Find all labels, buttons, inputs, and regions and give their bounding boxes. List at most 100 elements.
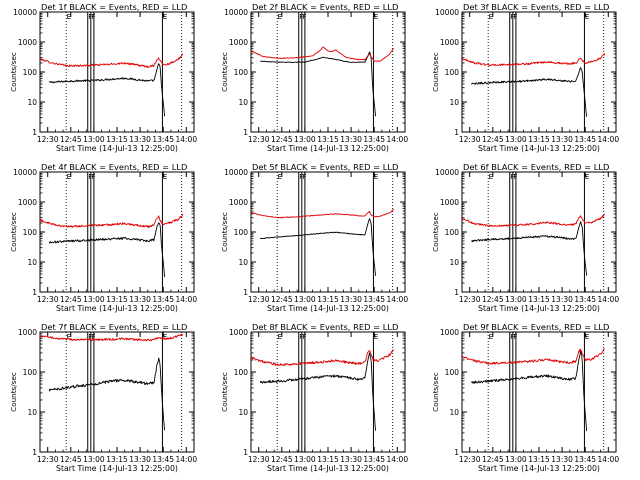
plot-title: Det 1f BLACK = Events, RED = LLD: [41, 2, 187, 12]
x-tick-label: 13:30: [551, 295, 573, 304]
y-tick-label: 10: [238, 98, 248, 107]
series-line-events: [471, 350, 588, 432]
x-axis-label: Start Time (14-Jul-13 12:25:00): [267, 304, 389, 313]
x-tick-label: 12:30: [37, 295, 59, 304]
x-tick-label: 13:30: [129, 455, 151, 464]
x-tick-label: 13:15: [317, 295, 339, 304]
y-tick-label: 1: [243, 288, 248, 297]
interval-flag-label: E: [374, 173, 378, 181]
interval-flag-label: F: [88, 333, 92, 341]
x-tick-label: 13:45: [574, 135, 596, 144]
interval-flag-label: F: [88, 13, 92, 21]
x-tick-label: 12:45: [60, 455, 82, 464]
x-tick-label: 12:45: [271, 455, 293, 464]
y-tick-label: 100: [23, 228, 38, 237]
y-tick-label: 10000: [435, 168, 459, 177]
interval-flag-label: F: [510, 333, 514, 341]
x-tick-label: 14:00: [175, 295, 197, 304]
y-tick-label: 1000: [18, 38, 37, 47]
interval-flag-label: E: [489, 13, 493, 21]
interval-flag-label: E: [489, 173, 493, 181]
interval-flag-label: E: [585, 173, 589, 181]
x-tick-label: 12:30: [37, 135, 59, 144]
plot-frame: [461, 171, 617, 293]
y-tick-label: 10: [449, 408, 459, 417]
y-tick-label: 1000: [229, 38, 248, 47]
x-axis-label: Start Time (14-Jul-13 12:25:00): [56, 304, 178, 313]
series-line-events: [471, 221, 588, 276]
y-tick-label: 10000: [435, 8, 459, 17]
x-tick-label: 12:45: [482, 135, 504, 144]
interval-flag-label: F: [299, 13, 303, 21]
x-axis-label: Start Time (14-Jul-13 12:25:00): [478, 144, 600, 153]
x-tick-label: 12:45: [482, 455, 504, 464]
x-tick-label: 13:45: [574, 455, 596, 464]
x-tick-label: 14:00: [597, 455, 619, 464]
x-tick-label: 13:30: [340, 455, 362, 464]
plot-title: Det 7f BLACK = Events, RED = LLD: [41, 322, 187, 332]
x-tick-label: 13:45: [152, 455, 174, 464]
y-axis-label: Counts/sec: [431, 372, 440, 412]
y-tick-label: 1: [454, 288, 459, 297]
plot-title: Det 6f BLACK = Events, RED = LLD: [463, 162, 609, 172]
detector-plot-3: Det 3f BLACK = Events, RED = LLD 1 10 100 10…: [431, 2, 619, 153]
x-tick-label: 13:15: [528, 135, 550, 144]
x-tick-label: 13:15: [106, 455, 128, 464]
y-axis-label: Counts/sec: [220, 372, 229, 412]
y-tick-label: 100: [445, 228, 460, 237]
x-tick-label: 12:30: [248, 455, 270, 464]
y-tick-label: 1000: [440, 198, 459, 207]
x-tick-label: 12:45: [60, 295, 82, 304]
x-tick-label: 14:00: [597, 135, 619, 144]
x-tick-label: 13:45: [363, 455, 385, 464]
interval-flag-label: F: [510, 173, 514, 181]
interval-flag-label: E: [489, 333, 493, 341]
y-axis-label: Counts/sec: [9, 212, 18, 252]
interval-flag-label: E: [278, 333, 282, 341]
x-axis-label: Start Time (14-Jul-13 12:25:00): [478, 464, 600, 473]
series-line-lld: [461, 348, 605, 365]
plot-title: Det 3f BLACK = Events, RED = LLD: [463, 2, 609, 12]
interval-flag-label: E: [163, 333, 167, 341]
y-tick-label: 1: [243, 448, 248, 457]
x-tick-label: 13:15: [528, 455, 550, 464]
x-tick-label: 13:45: [152, 135, 174, 144]
y-tick-label: 10: [449, 258, 459, 267]
plot-title: Det 9f BLACK = Events, RED = LLD: [463, 322, 609, 332]
x-tick-label: 12:45: [60, 135, 82, 144]
detector-plot-5: Det 5f BLACK = Events, RED = LLD 1 10 100 10…: [220, 162, 408, 313]
series-line-lld: [461, 53, 606, 67]
interval-flag-label: F: [91, 333, 95, 341]
detector-plot-4: Det 4f BLACK = Events, RED = LLD 1 10 100 10…: [9, 162, 197, 313]
x-tick-label: 13:00: [83, 295, 105, 304]
detector-plot-1: Det 1f BLACK = Events, RED = LLD 1 10 100 10…: [9, 2, 197, 153]
y-tick-label: 100: [234, 228, 249, 237]
series-line-lld: [250, 208, 395, 219]
x-axis-label: Start Time (14-Jul-13 12:25:00): [56, 464, 178, 473]
x-axis-label: Start Time (14-Jul-13 12:25:00): [267, 144, 389, 153]
y-tick-label: 100: [234, 368, 249, 377]
interval-flag-label: E: [374, 333, 378, 341]
y-axis-label: Counts/sec: [220, 52, 229, 92]
plot-frame: [250, 171, 406, 293]
interval-flag-label: F: [513, 13, 517, 21]
x-tick-label: 13:30: [551, 455, 573, 464]
y-tick-label: 100: [234, 68, 249, 77]
detector-plot-9: Det 9f BLACK = Events, RED = LLD 1 10 100 10…: [431, 322, 619, 473]
x-tick-label: 12:30: [37, 455, 59, 464]
interval-flag-label: E: [278, 173, 282, 181]
plot-frame: [39, 331, 195, 453]
y-tick-label: 1: [243, 128, 248, 137]
series-line-events: [259, 218, 377, 276]
series-line-events: [259, 352, 377, 431]
series-line-events: [48, 222, 166, 278]
interval-flag-label: F: [299, 333, 303, 341]
x-tick-label: 13:00: [294, 135, 316, 144]
x-tick-label: 13:15: [528, 295, 550, 304]
detector-plot-6: Det 6f BLACK = Events, RED = LLD 1 10 100 10…: [431, 162, 619, 313]
x-tick-label: 12:30: [459, 455, 481, 464]
interval-flag-label: F: [91, 173, 95, 181]
x-tick-label: 13:15: [106, 135, 128, 144]
interval-flag-label: E: [163, 13, 167, 21]
